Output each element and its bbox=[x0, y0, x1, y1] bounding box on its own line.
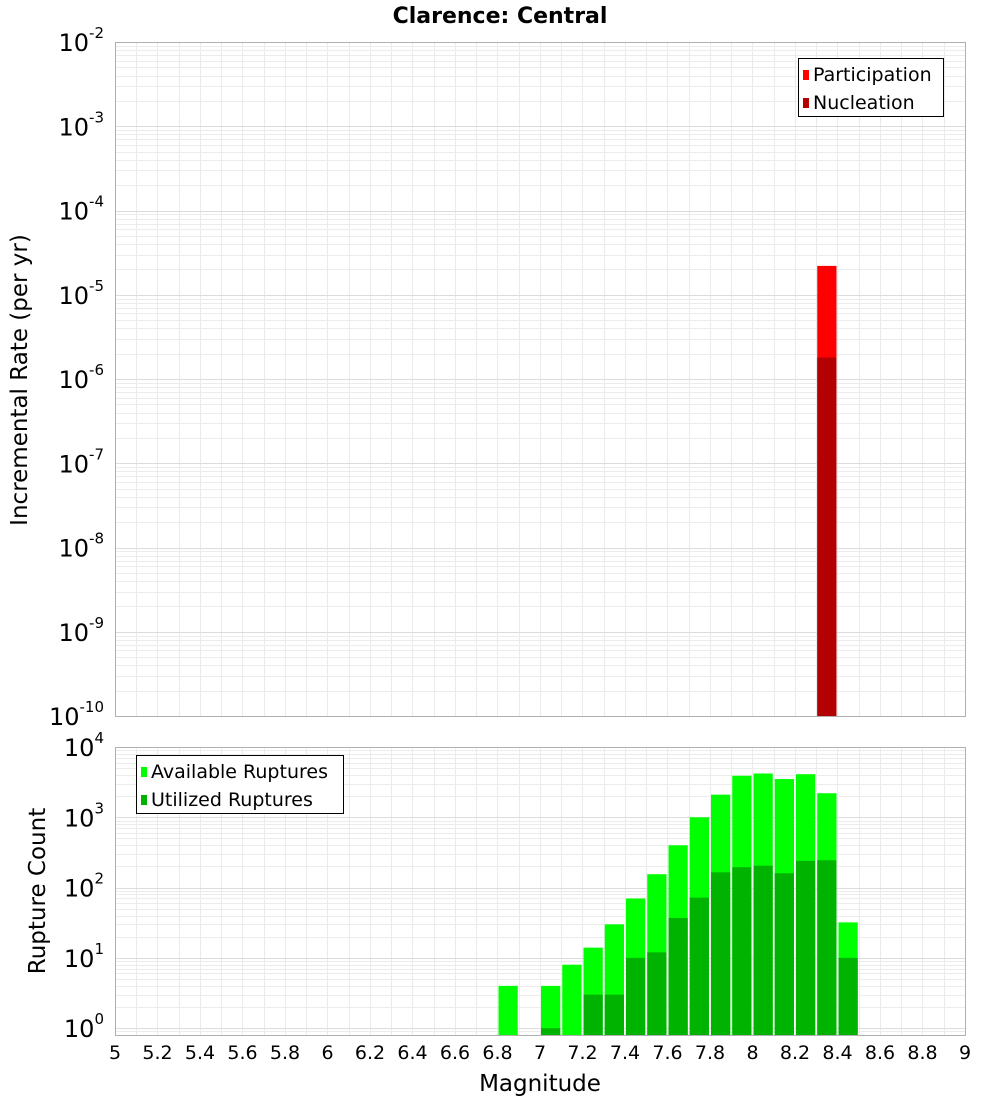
legend-label: Participation bbox=[813, 64, 932, 86]
y-tick-exponent: -7 bbox=[89, 445, 104, 463]
y-tick-exponent: 3 bbox=[94, 799, 104, 817]
legend-box bbox=[136, 755, 344, 814]
bar-utilized-ruptures bbox=[689, 897, 709, 1035]
x-tick-label: 7.2 bbox=[567, 1042, 597, 1064]
y-tick-label: 10-10 bbox=[49, 698, 104, 731]
bar-utilized-ruptures bbox=[668, 917, 688, 1035]
x-axis-title: Magnitude bbox=[479, 1071, 601, 1097]
y-tick-label: 10-3 bbox=[58, 108, 104, 141]
y-tick-label: 10-9 bbox=[58, 614, 104, 647]
x-tick-label: 5.8 bbox=[270, 1042, 300, 1064]
y-tick-label: 104 bbox=[64, 729, 104, 762]
bar-utilized-ruptures bbox=[647, 952, 667, 1035]
bar-utilized-ruptures bbox=[838, 957, 858, 1035]
bottom-y-axis-title: Rupture Count bbox=[25, 808, 51, 974]
bar-available-ruptures bbox=[541, 985, 561, 1035]
x-tick-label: 8.4 bbox=[822, 1042, 852, 1064]
y-tick-exponent: -3 bbox=[89, 108, 104, 126]
x-tick-label: 6.4 bbox=[397, 1042, 427, 1064]
x-tick-label: 5.4 bbox=[185, 1042, 215, 1064]
legend-swatch bbox=[803, 70, 809, 80]
x-tick-label: 5.2 bbox=[142, 1042, 172, 1064]
top-plot-frame bbox=[115, 42, 966, 717]
x-tick-label: 7.8 bbox=[695, 1042, 725, 1064]
legend-swatch bbox=[141, 767, 147, 777]
y-tick-exponent: 4 bbox=[94, 729, 104, 747]
y-tick-exponent: 1 bbox=[94, 940, 104, 958]
y-tick-label: 10-6 bbox=[58, 361, 104, 394]
x-tick-label: 6.6 bbox=[440, 1042, 470, 1064]
bar-utilized-ruptures bbox=[796, 860, 816, 1035]
bar-utilized-ruptures bbox=[541, 1028, 561, 1035]
x-tick-label: 5 bbox=[109, 1042, 121, 1064]
y-tick-label: 100 bbox=[64, 1010, 104, 1043]
legend-label: Available Ruptures bbox=[151, 761, 328, 783]
y-tick-exponent: -6 bbox=[89, 361, 104, 379]
y-tick-label: 102 bbox=[64, 870, 104, 903]
y-tick-label: 10-8 bbox=[58, 530, 104, 563]
bar-available-ruptures bbox=[498, 985, 518, 1035]
legend-swatch bbox=[803, 98, 809, 108]
grid-lines bbox=[115, 42, 966, 716]
bar-utilized-ruptures bbox=[711, 872, 731, 1035]
x-tick-label: 7.4 bbox=[610, 1042, 640, 1064]
x-tick-label: 7.6 bbox=[652, 1042, 682, 1064]
y-tick-label: 10-4 bbox=[58, 193, 104, 226]
bar-utilized-ruptures bbox=[732, 867, 752, 1035]
bar-utilized-ruptures bbox=[604, 994, 624, 1035]
x-tick-label: 8.8 bbox=[907, 1042, 937, 1064]
x-tick-label: 6.8 bbox=[482, 1042, 512, 1064]
legend-label: Nucleation bbox=[813, 92, 915, 114]
bar-utilized-ruptures bbox=[753, 865, 773, 1035]
x-tick-label: 8.2 bbox=[780, 1042, 810, 1064]
chart-title: Clarence: Central bbox=[393, 4, 608, 29]
y-tick-exponent: -9 bbox=[89, 614, 104, 632]
y-tick-exponent: 2 bbox=[94, 870, 104, 888]
bar-utilized-ruptures bbox=[626, 957, 646, 1035]
bottom-plot-frame bbox=[115, 747, 966, 1036]
y-tick-label: 103 bbox=[64, 799, 104, 832]
top-y-axis-title: Incremental Rate (per yr) bbox=[7, 234, 33, 526]
legend: Available Ruptures Utilized Ruptures bbox=[136, 755, 344, 814]
legend-label: Utilized Ruptures bbox=[151, 789, 313, 811]
y-tick-exponent: -2 bbox=[89, 24, 104, 42]
y-tick-exponent: -5 bbox=[89, 277, 104, 295]
legend: Participation Nucleation bbox=[798, 58, 944, 117]
y-tick-exponent: -10 bbox=[80, 698, 105, 716]
x-tick-label: 7 bbox=[534, 1042, 546, 1064]
x-tick-label: 9 bbox=[959, 1042, 971, 1064]
y-tick-label: 10-2 bbox=[58, 24, 104, 57]
x-tick-label: 6 bbox=[321, 1042, 333, 1064]
bar-nucleation bbox=[817, 357, 837, 716]
x-tick-label: 5.6 bbox=[227, 1042, 257, 1064]
y-tick-exponent: -8 bbox=[89, 530, 104, 548]
bar-available-ruptures bbox=[562, 964, 582, 1035]
x-tick-label: 6.2 bbox=[355, 1042, 385, 1064]
y-tick-label: 10-5 bbox=[58, 277, 104, 310]
y-tick-label: 101 bbox=[64, 940, 104, 973]
y-tick-label: 10-7 bbox=[58, 445, 104, 478]
bar-utilized-ruptures bbox=[817, 860, 837, 1035]
legend-box bbox=[798, 58, 944, 117]
x-tick-label: 8 bbox=[746, 1042, 758, 1064]
y-tick-exponent: -4 bbox=[89, 193, 104, 211]
bar-utilized-ruptures bbox=[583, 994, 603, 1035]
bar-utilized-ruptures bbox=[774, 873, 794, 1035]
legend-swatch bbox=[141, 795, 147, 805]
x-tick-label: 8.6 bbox=[865, 1042, 895, 1064]
y-tick-exponent: 0 bbox=[94, 1010, 104, 1028]
